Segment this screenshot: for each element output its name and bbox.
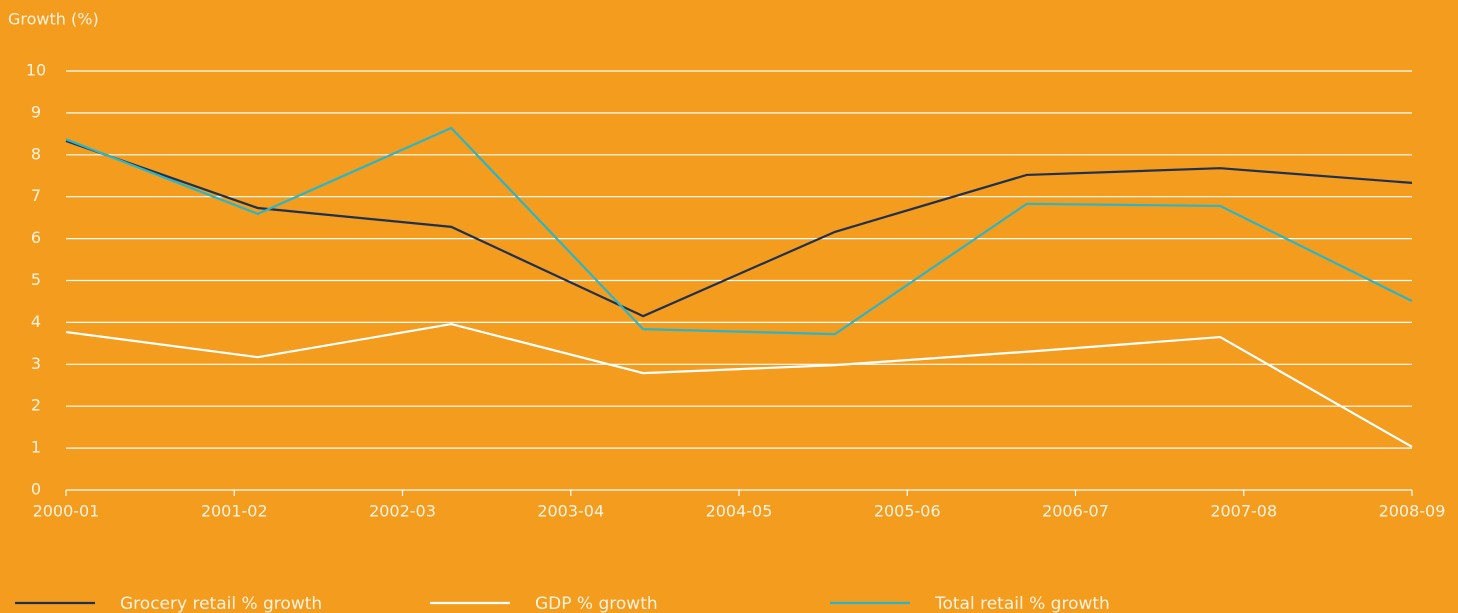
legend-label: GDP % growth <box>535 594 658 613</box>
y-tick-label: 9 <box>31 102 41 121</box>
x-tick-label: 2004-05 <box>706 502 773 521</box>
x-tick-label: 2008-09 <box>1379 502 1446 521</box>
y-tick-label: 4 <box>31 312 41 331</box>
series-line <box>65 126 1413 336</box>
y-axis-title: Growth (%) <box>8 10 99 29</box>
y-tick-label: 2 <box>31 396 41 415</box>
x-tick-label: 2003-04 <box>537 502 604 521</box>
y-tick-label: 10 <box>26 61 46 80</box>
x-tick-label: 2005-06 <box>874 502 941 521</box>
x-tick-label: 2007-08 <box>1210 502 1277 521</box>
legend-label: Grocery retail % growth <box>120 594 322 613</box>
x-tick-label: 2001-02 <box>201 502 268 521</box>
y-tick-label: 7 <box>31 186 41 205</box>
legend-label: Total retail % growth <box>934 594 1110 613</box>
y-tick-label: 5 <box>31 270 41 289</box>
series-line <box>65 139 1413 318</box>
y-tick-label: 8 <box>31 144 41 163</box>
series-line <box>65 322 1413 448</box>
x-tick-label: 2006-07 <box>1042 502 1109 521</box>
y-tick-label: 1 <box>31 438 41 457</box>
y-tick-label: 3 <box>31 354 41 373</box>
x-tick-label: 2002-03 <box>369 502 436 521</box>
y-tick-label: 6 <box>31 228 41 247</box>
x-tick-label: 2000-01 <box>33 502 100 521</box>
y-tick-label: 0 <box>31 480 41 499</box>
